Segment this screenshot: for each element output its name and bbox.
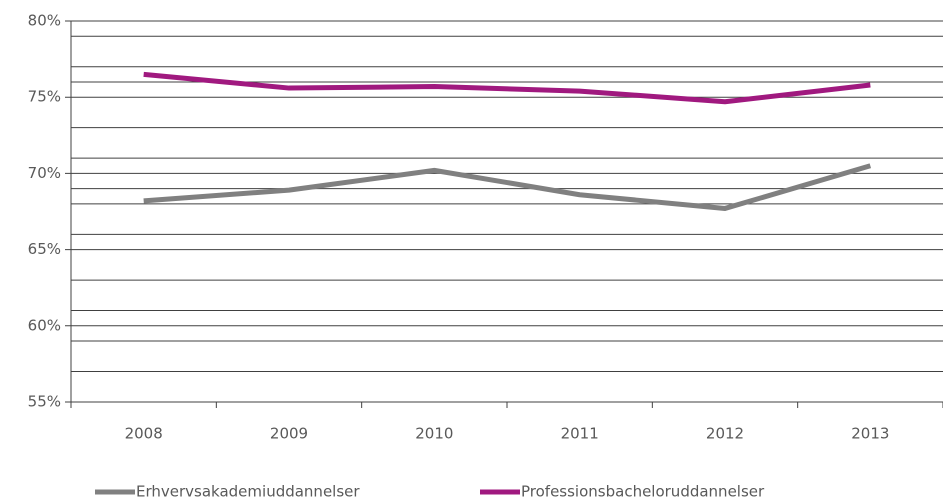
y-tick-label: 55% (28, 393, 61, 411)
x-tick-label: 2010 (415, 425, 453, 443)
y-tick-label: 80% (28, 12, 61, 30)
x-tick-label: 2008 (125, 425, 163, 443)
x-tick-label: 2012 (706, 425, 744, 443)
y-tick-label: 60% (28, 316, 61, 334)
x-tick-label: 2011 (561, 425, 599, 443)
x-tick-label: 2013 (851, 425, 889, 443)
y-tick-label: 75% (28, 88, 61, 106)
y-tick-label: 70% (28, 164, 61, 182)
legend-label: Professionsbacheloruddannelser (521, 483, 765, 501)
y-tick-label: 65% (28, 240, 61, 258)
legend-label: Erhvervsakademiuddannelser (136, 483, 360, 501)
series-line (143, 163, 872, 211)
series-line (143, 71, 871, 105)
x-tick-label: 2009 (270, 425, 308, 443)
